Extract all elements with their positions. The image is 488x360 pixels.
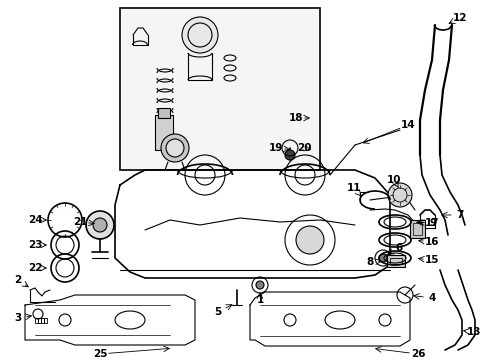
Circle shape bbox=[256, 281, 264, 289]
Circle shape bbox=[285, 150, 294, 160]
Bar bbox=[158, 108, 170, 118]
Text: 4: 4 bbox=[427, 293, 435, 303]
Text: 16: 16 bbox=[424, 237, 438, 247]
Text: 12: 12 bbox=[452, 13, 467, 23]
Text: 18: 18 bbox=[288, 113, 303, 123]
Circle shape bbox=[182, 17, 218, 53]
Text: 17: 17 bbox=[424, 218, 438, 228]
Circle shape bbox=[161, 134, 189, 162]
Bar bbox=[120, 8, 319, 170]
Circle shape bbox=[165, 139, 183, 157]
Text: 24: 24 bbox=[28, 215, 42, 225]
Text: 19: 19 bbox=[268, 143, 283, 153]
Text: 10: 10 bbox=[386, 175, 401, 185]
Bar bbox=[35, 318, 38, 323]
Text: 20: 20 bbox=[296, 143, 311, 153]
Bar bbox=[412, 223, 421, 235]
Text: 22: 22 bbox=[28, 263, 42, 273]
Circle shape bbox=[86, 211, 114, 239]
Bar bbox=[38, 318, 41, 323]
Text: 5: 5 bbox=[214, 307, 221, 317]
Text: 21: 21 bbox=[73, 217, 87, 227]
Text: 1: 1 bbox=[256, 295, 263, 305]
Circle shape bbox=[295, 226, 324, 254]
Bar bbox=[386, 255, 404, 267]
Text: 26: 26 bbox=[410, 349, 425, 359]
Text: 7: 7 bbox=[455, 210, 463, 220]
Text: 2: 2 bbox=[14, 275, 21, 285]
Bar bbox=[41, 318, 44, 323]
Text: 15: 15 bbox=[424, 255, 438, 265]
Text: 11: 11 bbox=[346, 183, 361, 193]
Text: 13: 13 bbox=[466, 327, 480, 337]
Circle shape bbox=[93, 218, 107, 232]
Bar bbox=[155, 115, 173, 150]
Text: 3: 3 bbox=[14, 313, 21, 323]
Bar bbox=[409, 220, 424, 238]
Text: 8: 8 bbox=[366, 257, 373, 267]
Text: 14: 14 bbox=[400, 120, 414, 130]
Bar bbox=[44, 318, 47, 323]
Circle shape bbox=[378, 254, 386, 262]
Bar bbox=[389, 258, 401, 264]
Text: 23: 23 bbox=[28, 240, 42, 250]
Circle shape bbox=[387, 183, 411, 207]
Text: 25: 25 bbox=[93, 349, 107, 359]
Text: 9: 9 bbox=[428, 218, 436, 228]
Text: 6: 6 bbox=[395, 243, 402, 253]
